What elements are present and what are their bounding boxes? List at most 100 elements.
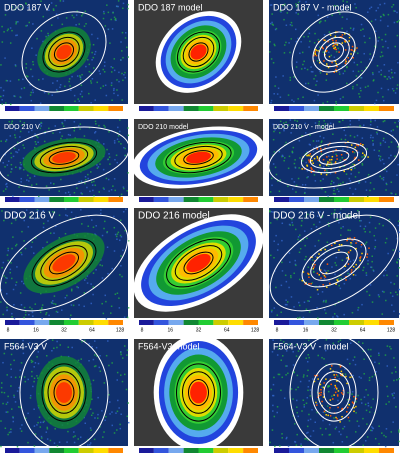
- colorbar-segment: [379, 320, 394, 325]
- colorbar-segment: [34, 197, 50, 202]
- model-isophote: [190, 381, 207, 404]
- panel-label: F564-V3 V - model: [273, 341, 349, 351]
- colorbar-segment: [34, 106, 50, 111]
- colorbar-segment: [228, 320, 244, 325]
- colorbar-segment: [198, 320, 214, 325]
- colorbar-segment: [64, 448, 79, 453]
- colorbar-segment: [304, 448, 319, 453]
- colorbar-segment: [19, 448, 35, 453]
- panel-label: DDO 216 V - model: [273, 211, 360, 222]
- colorbar-tick-label: 32: [331, 327, 337, 333]
- colorbar-segment: [78, 106, 94, 111]
- colorbar-segment: [364, 448, 379, 453]
- colorbar-segment: [49, 448, 64, 453]
- model-isophote: [186, 253, 211, 273]
- colorbar-segment: [183, 448, 199, 453]
- colorbar-segment: [334, 106, 349, 111]
- contour: [301, 238, 367, 288]
- galaxy-light: [56, 44, 72, 60]
- colorbar-segment: [183, 320, 199, 325]
- panel: DDO 187 V - model: [269, 0, 400, 111]
- colorbar-tick-label: 32: [61, 327, 67, 333]
- colorbar-segment: [349, 106, 364, 111]
- colorbar-segment: [319, 320, 334, 325]
- colorbar-tick-label: 128: [116, 327, 125, 333]
- panel-label: F564-V3 model: [138, 341, 200, 351]
- colorbar-segment: [228, 106, 244, 111]
- contour: [48, 36, 80, 68]
- panel-label: DDO 210 V - model: [273, 124, 335, 131]
- panel-background: [269, 208, 399, 318]
- colorbar-segment: [153, 448, 169, 453]
- colorbar-segment: [289, 320, 304, 325]
- colorbar-segment: [93, 197, 109, 202]
- contour: [319, 251, 349, 275]
- colorbar-segment: [243, 448, 258, 453]
- colorbar-segment: [5, 197, 20, 202]
- contour: [48, 150, 80, 165]
- panel-background: [269, 339, 399, 446]
- colorbar-segment: [5, 448, 20, 453]
- panel: F564-V3 V: [0, 334, 130, 453]
- colorbar-segment: [334, 448, 349, 453]
- contour: [318, 150, 350, 165]
- colorbar-segment: [349, 448, 364, 453]
- colorbar-segment: [243, 320, 258, 325]
- colorbar-segment: [5, 106, 20, 111]
- colorbar-tick-label: 8: [7, 327, 10, 333]
- contour: [176, 31, 221, 73]
- panel: DDO 210 V - model: [268, 119, 400, 202]
- contour: [166, 238, 231, 288]
- colorbar-segment: [168, 106, 184, 111]
- colorbar-segment: [349, 320, 364, 325]
- colorbar-segment: [34, 320, 50, 325]
- galaxy-light: [56, 382, 72, 403]
- colorbar-segment: [379, 448, 394, 453]
- colorbar-segment: [108, 197, 123, 202]
- colorbar-segment: [108, 320, 123, 325]
- contour: [182, 371, 215, 414]
- contour: [309, 145, 359, 170]
- colorbar-segment: [183, 106, 199, 111]
- colorbar-segment: [139, 197, 154, 202]
- colorbar-segment: [274, 320, 289, 325]
- colorbar-tick-label: 8: [276, 327, 279, 333]
- colorbar-segment: [274, 106, 289, 111]
- contour: [49, 251, 79, 275]
- colorbar-segment: [5, 320, 20, 325]
- colorbar-segment: [304, 197, 319, 202]
- contour: [291, 11, 377, 93]
- contour: [165, 141, 232, 174]
- contour: [41, 363, 87, 422]
- panel: DDO 210 model: [132, 119, 265, 202]
- contour: [53, 379, 75, 406]
- colorbar-segment: [289, 197, 304, 202]
- panel-label: DDO 210 model: [138, 124, 189, 131]
- colorbar-segment: [228, 197, 244, 202]
- panel: F564-V3 model: [134, 334, 263, 453]
- model-isophote: [186, 151, 211, 164]
- contour: [30, 141, 98, 174]
- colorbar-tick-label: 32: [196, 327, 202, 333]
- galaxy-light: [52, 254, 76, 272]
- panel: DDO 216 model 8 16 32 64 128: [133, 208, 264, 333]
- contour: [0, 214, 129, 312]
- colorbar-segment: [78, 448, 94, 453]
- colorbar-segment: [349, 197, 364, 202]
- contour: [188, 379, 209, 406]
- colorbar-segment: [49, 320, 64, 325]
- panel-label: DDO 216 model: [138, 211, 210, 222]
- colorbar-tick-label: 128: [387, 327, 396, 333]
- panel: DDO 187 V: [0, 0, 129, 111]
- colorbar-segment: [289, 448, 304, 453]
- colorbar-segment: [78, 197, 94, 202]
- colorbar-tick-label: 64: [224, 327, 230, 333]
- colorbar-segment: [334, 320, 349, 325]
- colorbar-segment: [213, 106, 229, 111]
- panel: DDO 216 V 8 16 32 64 128: [0, 208, 130, 333]
- colorbar-segment: [139, 320, 154, 325]
- contour: [31, 238, 97, 288]
- colorbar-segment: [364, 320, 379, 325]
- contour: [188, 42, 209, 62]
- colorbar-segment: [153, 197, 169, 202]
